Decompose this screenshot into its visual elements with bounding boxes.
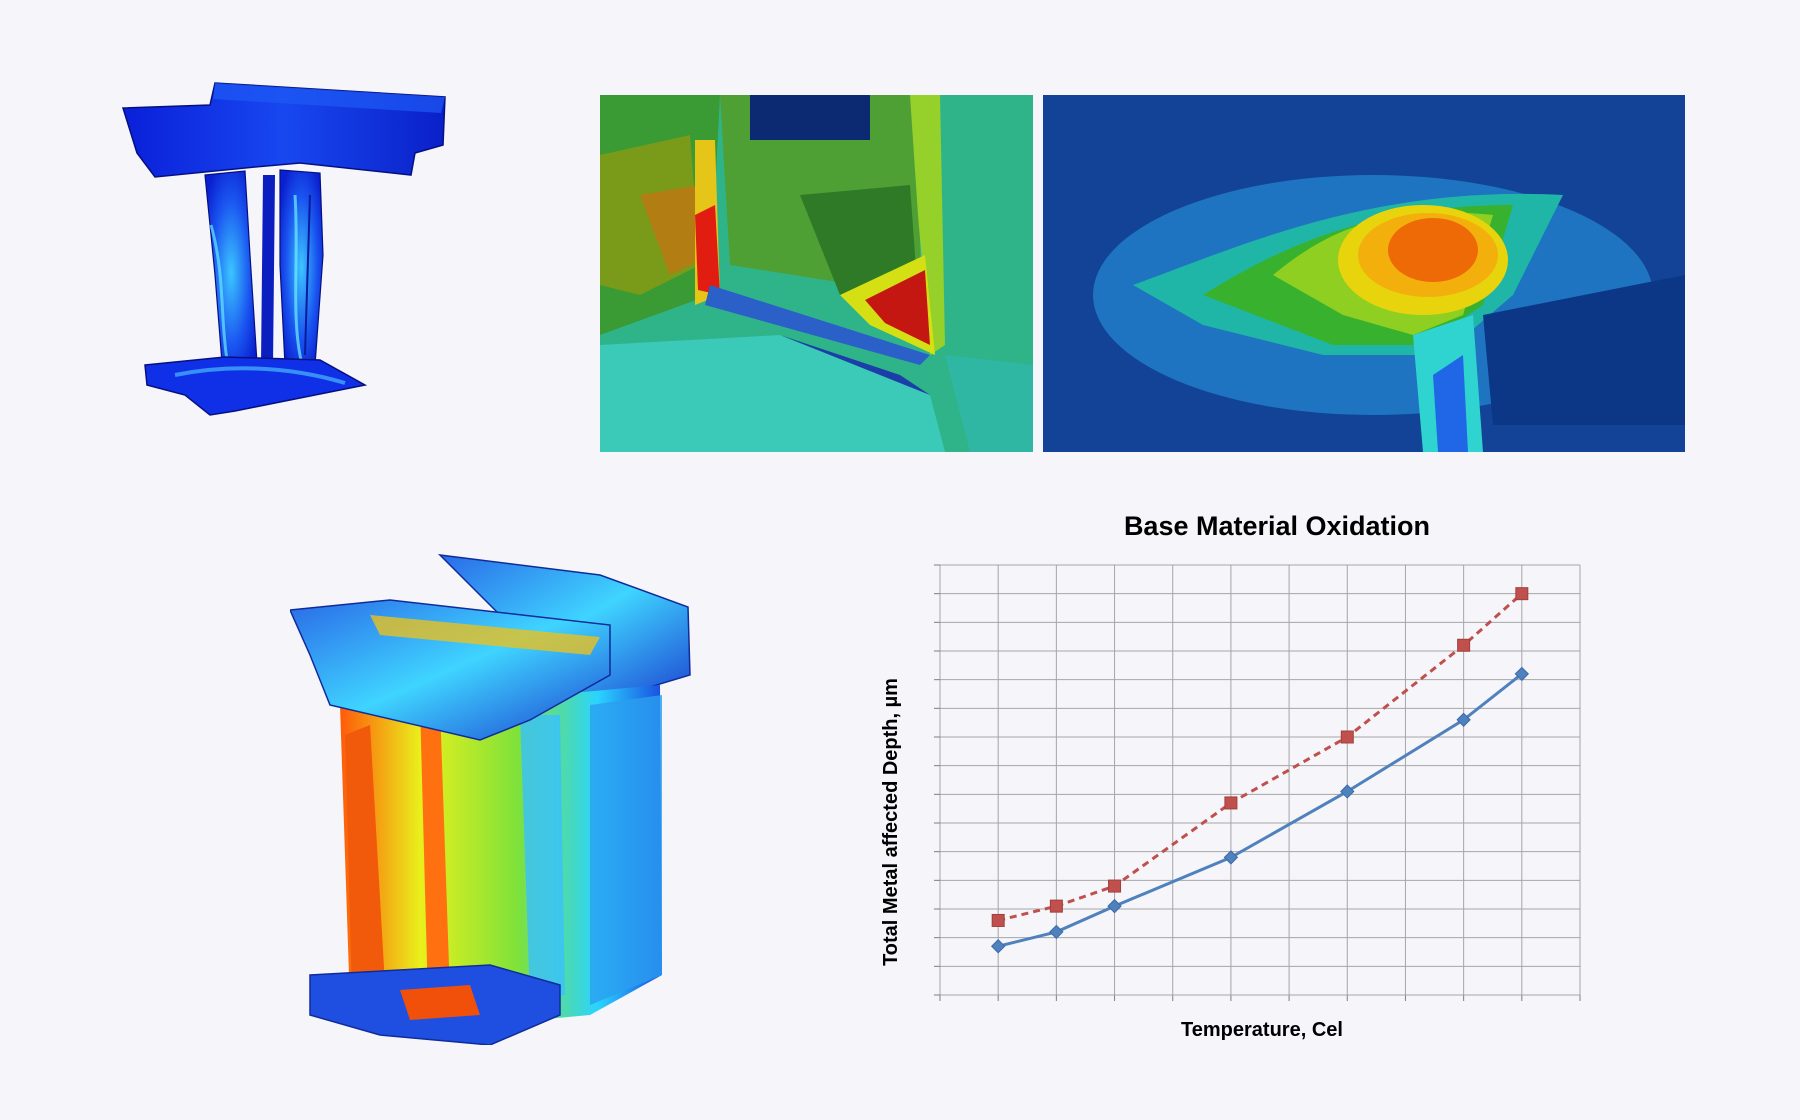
series-2-point: [1514, 666, 1530, 682]
x-axis-label: Temperature, Cel: [1181, 1019, 1343, 1041]
series-1-point: [1049, 899, 1063, 913]
series-2-point: [1107, 898, 1122, 914]
y-axis-label: Total Metal affected Depth, µm: [880, 678, 902, 966]
turbine-vane-top-graphic: [121, 82, 446, 416]
series-2-point: [1456, 712, 1471, 728]
chart-series: [990, 587, 1530, 954]
series-1-point: [1457, 638, 1471, 652]
chart-title: Base Material Oxidation: [1124, 511, 1430, 541]
series-1-point: [1108, 879, 1122, 893]
turbine-vane-top-image: [115, 75, 455, 455]
chart-grid: [934, 564, 1581, 1001]
series-2-point: [990, 939, 1006, 954]
series-2-point: [1340, 784, 1355, 799]
series-2-point: [1223, 850, 1239, 865]
turbine-vane-bottom-graphic: [290, 553, 691, 1045]
series-2-line: [997, 672, 1523, 948]
series-1-point: [1515, 587, 1529, 601]
fea-closeup-a-graphic: [600, 95, 1033, 452]
series-1-line: [997, 592, 1523, 922]
turbine-vane-bottom-image: [290, 545, 710, 1045]
oxidation-chart-svg: Base Material Oxidation Temperature, Cel…: [880, 511, 1581, 1041]
fea-closeup-b-graphic: [1043, 95, 1685, 452]
fea-closeup-a-image: [600, 95, 1033, 452]
fea-closeup-b-image: [1043, 95, 1685, 452]
series-2-point: [1049, 924, 1064, 940]
series-1-point: [1340, 730, 1354, 744]
series-1-point: [991, 913, 1005, 927]
series-1-point: [1224, 796, 1238, 810]
oxidation-chart: Base Material Oxidation Temperature, Cel…: [860, 500, 1600, 1050]
